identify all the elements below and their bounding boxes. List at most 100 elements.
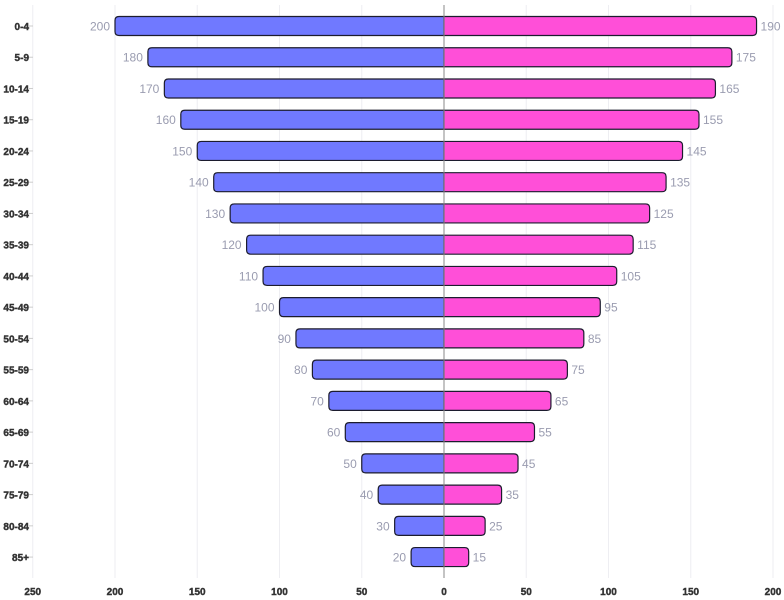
bar-right (443, 422, 536, 443)
data-label-left: 170 (139, 82, 159, 96)
data-label-left: 60 (327, 426, 341, 440)
bar-left (262, 265, 445, 287)
bar-right (443, 390, 552, 411)
data-label-left: 20 (393, 551, 407, 565)
bar-right (443, 359, 568, 380)
category-label: 80-84 (3, 522, 29, 533)
bar-right (443, 265, 618, 287)
x-tick-label: 0 (441, 587, 447, 598)
data-label-left: 100 (254, 301, 274, 315)
x-tick-labels: 250 200 150 100 50 0 50 100 150 200 (24, 587, 782, 598)
bar-left (328, 390, 445, 411)
data-label-left: 150 (172, 144, 192, 158)
category-label: 20-24 (3, 147, 29, 158)
bar-right (443, 453, 519, 474)
data-label-right: 15 (473, 551, 487, 565)
bar-right (443, 109, 700, 130)
category-label: 70-74 (3, 459, 29, 470)
data-label-right: 45 (522, 457, 536, 471)
category-label: 0-4 (15, 22, 30, 33)
data-label-left: 140 (189, 176, 209, 190)
x-tick-label: 100 (600, 587, 617, 598)
category-label: 45-49 (3, 303, 29, 314)
bar-right (443, 172, 667, 193)
bar-left (361, 453, 445, 474)
category-label: 10-14 (3, 84, 29, 95)
category-label: 75-79 (3, 491, 29, 502)
data-label-right: 145 (687, 144, 707, 158)
bar-left (246, 234, 445, 255)
bar-left (410, 546, 445, 568)
data-label-right: 165 (719, 82, 739, 96)
data-label-left: 40 (360, 488, 374, 502)
data-label-right: 135 (670, 176, 690, 190)
bar-left (377, 484, 445, 505)
data-label-right: 25 (489, 519, 503, 533)
data-label-left: 70 (310, 394, 324, 408)
x-tick-label: 150 (682, 587, 699, 598)
x-tick-label: 150 (189, 587, 206, 598)
data-label-right: 105 (621, 269, 641, 283)
data-label-right: 125 (654, 207, 674, 221)
data-label-left: 30 (376, 519, 390, 533)
bar-left (311, 359, 445, 380)
category-label: 55-59 (3, 366, 29, 377)
bar-left (344, 422, 445, 443)
bar-left (114, 15, 445, 37)
bar-right (443, 47, 733, 68)
category-label: 40-44 (3, 272, 29, 283)
data-label-right: 65 (555, 394, 569, 408)
bars: 200 190 180 175 170 165 160 155 150 145 140 135 130 1… (90, 5, 781, 578)
data-label-left: 160 (156, 113, 176, 127)
category-label: 50-54 (3, 334, 29, 345)
x-tick-label: 200 (765, 587, 782, 598)
category-label: 35-39 (3, 241, 29, 252)
bar-right (443, 328, 585, 349)
bar-right (443, 515, 486, 536)
x-tick-label: 200 (107, 587, 124, 598)
x-tick-label: 100 (271, 587, 288, 598)
bar-left (394, 515, 445, 536)
data-label-left: 200 (90, 20, 110, 34)
bar-right (443, 546, 470, 568)
data-label-right: 155 (703, 113, 723, 127)
category-label: 85+ (12, 553, 29, 564)
bar-left (163, 78, 445, 99)
data-label-right: 85 (588, 332, 602, 346)
data-label-left: 110 (239, 269, 258, 283)
bar-right (443, 78, 717, 99)
bar-left (295, 328, 445, 349)
data-label-left: 120 (222, 238, 242, 252)
bar-right (443, 203, 651, 224)
data-label-left: 130 (205, 207, 225, 221)
data-label-right: 175 (736, 51, 756, 65)
category-label: 25-29 (3, 178, 29, 189)
bar-left (180, 109, 445, 130)
bar-left (147, 47, 445, 68)
data-label-right: 95 (604, 301, 618, 315)
x-tick-label: 50 (356, 587, 368, 598)
data-label-left: 80 (294, 363, 308, 377)
category-label: 60-64 (3, 397, 29, 408)
category-label: 5-9 (15, 53, 30, 64)
data-label-right: 115 (637, 238, 656, 252)
bar-left (196, 140, 445, 162)
bar-right (443, 15, 758, 37)
bar-left (213, 172, 445, 193)
bar-left (278, 297, 445, 318)
category-labels: 0-4 5-9 10-14 15-19 20-24 25-29 30-34 35-39 40-4… (3, 22, 33, 564)
data-label-right: 75 (571, 363, 585, 377)
data-label-right: 190 (761, 20, 781, 34)
bar-right (443, 297, 601, 318)
bar-left (229, 203, 445, 224)
category-label: 30-34 (3, 209, 29, 220)
data-label-left: 50 (343, 457, 357, 471)
x-tick-label: 250 (24, 587, 41, 598)
bar-right (443, 234, 634, 255)
data-label-left: 90 (278, 332, 292, 346)
category-label: 65-69 (3, 428, 29, 439)
data-label-left: 180 (123, 51, 143, 65)
data-label-right: 55 (538, 426, 552, 440)
x-tick-label: 50 (521, 587, 533, 598)
